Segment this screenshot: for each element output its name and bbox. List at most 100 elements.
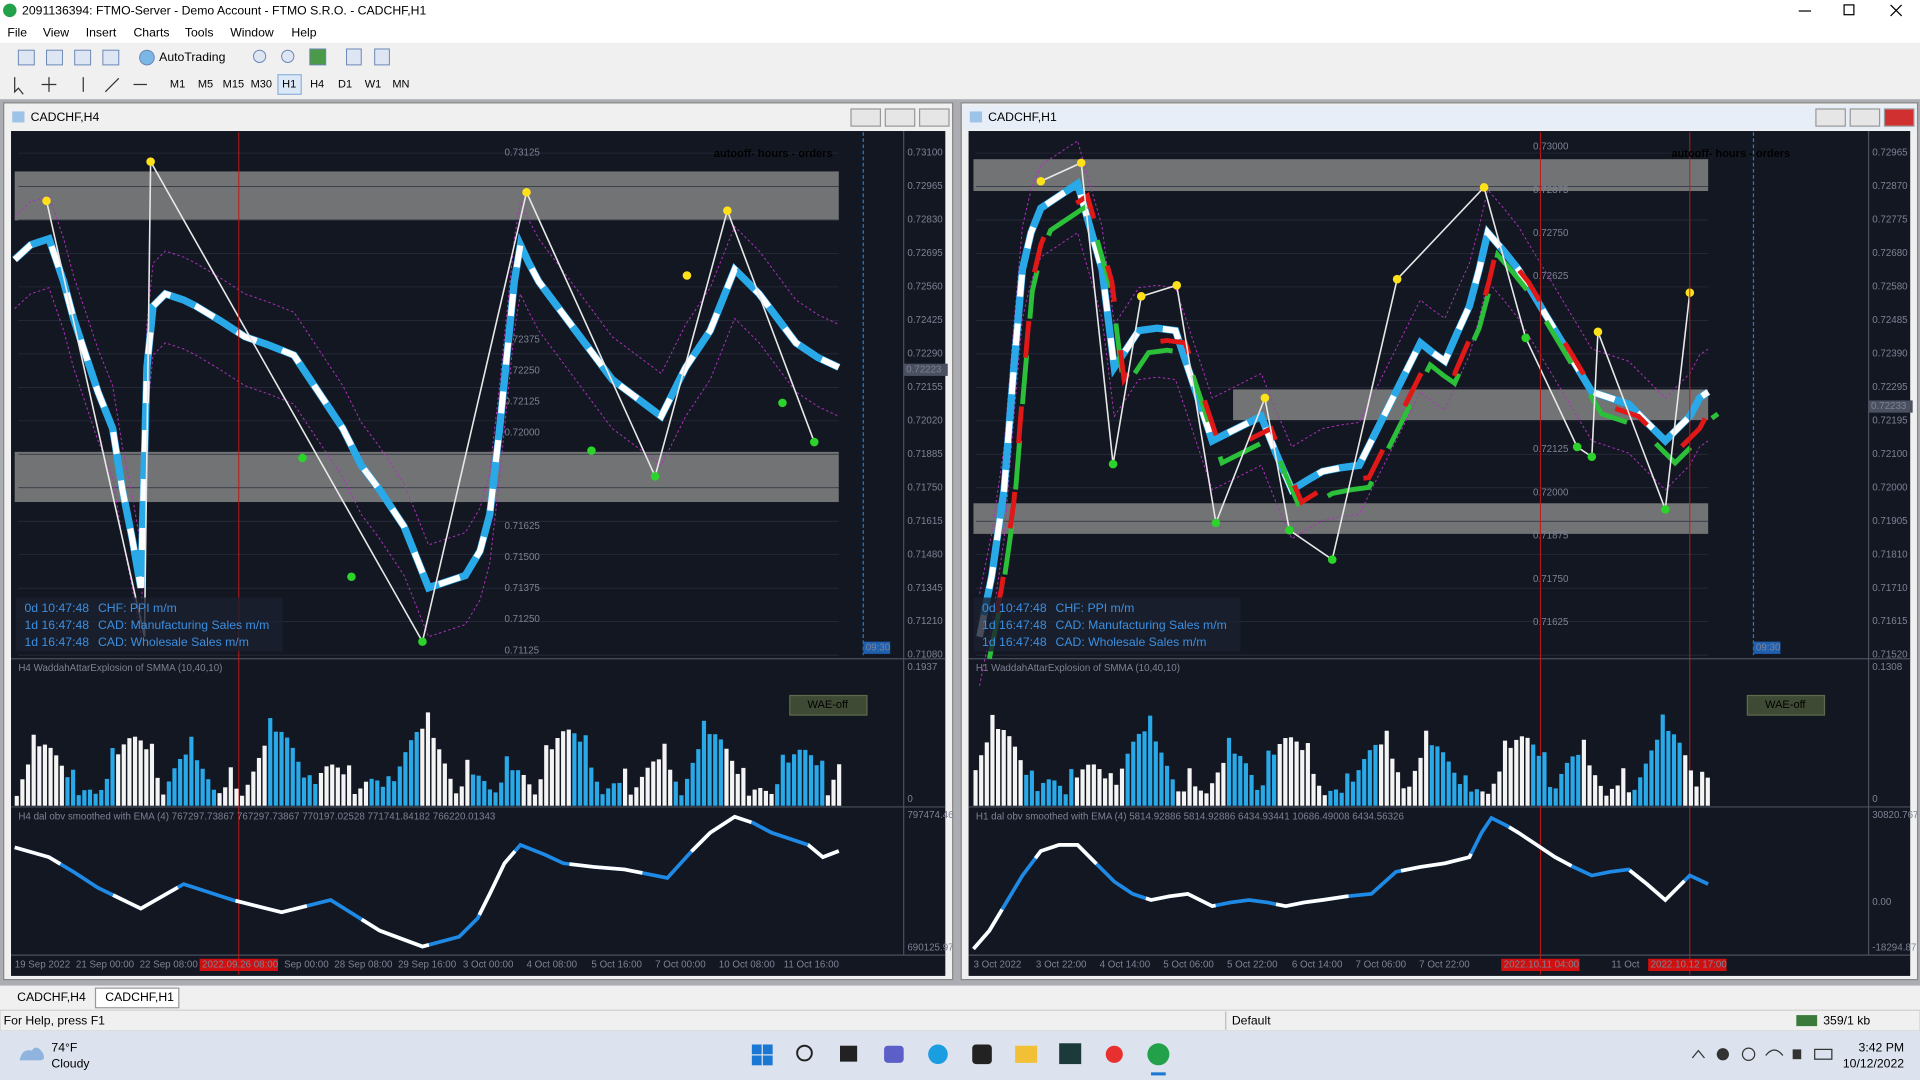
level-label: 0.71625 <box>1533 617 1569 628</box>
wae-bar-decor <box>408 740 414 806</box>
chart-tab[interactable]: CADCHF,H1 <box>105 990 174 1004</box>
wae-button-text[interactable]: WAE-off <box>1765 699 1806 711</box>
chart-title: CADCHF,H1 <box>988 110 1057 124</box>
period-button[interactable]: M5 <box>198 78 213 90</box>
mt4[interactable] <box>1147 1043 1170 1066</box>
edge[interactable] <box>928 1044 948 1065</box>
wae-bar-decor <box>1564 762 1570 806</box>
period-button[interactable]: M1 <box>170 78 185 90</box>
close-button[interactable] <box>918 108 950 127</box>
price-label: 0.72680 <box>1872 248 1908 259</box>
tool-icon[interactable] <box>46 49 63 66</box>
menu-item[interactable]: Window <box>230 25 274 39</box>
wae-bar-decor <box>1457 784 1463 806</box>
menu-item[interactable]: Help <box>291 25 316 39</box>
menu-item[interactable]: Tools <box>185 25 214 39</box>
period-button[interactable]: M15 <box>223 78 244 90</box>
menu-item[interactable]: Insert <box>86 25 117 39</box>
period-button[interactable]: MN <box>392 78 409 90</box>
period-button[interactable]: H1 <box>282 78 296 90</box>
zoom-in[interactable] <box>252 49 267 63</box>
close-button[interactable] <box>1883 108 1915 127</box>
obv-line <box>972 815 1709 951</box>
wae-button[interactable] <box>1746 694 1826 716</box>
tool-icon[interactable] <box>346 48 362 66</box>
window-controls[interactable] <box>1798 4 1903 17</box>
menu-item[interactable]: Charts <box>133 25 169 39</box>
wae-bar-decor <box>307 775 312 806</box>
crosshair-tool[interactable] <box>41 77 57 92</box>
taskbar-apps[interactable] <box>751 1043 1170 1076</box>
wae-bar-decor <box>482 780 487 806</box>
window-button[interactable] <box>1815 108 1846 127</box>
wae-bar-decor <box>1204 793 1209 806</box>
wae-button-text[interactable]: WAE-off <box>808 699 849 711</box>
menu-item[interactable]: View <box>43 25 69 39</box>
wae-bar-decor <box>228 767 233 806</box>
autotrading-button[interactable]: AutoTrading <box>159 50 225 64</box>
chart-tab[interactable]: CADCHF,H4 <box>17 990 86 1004</box>
tool-icon[interactable] <box>17 49 35 66</box>
tool-icon[interactable] <box>74 49 92 66</box>
wae-bar-decor <box>786 762 791 806</box>
window-button[interactable] <box>884 108 916 127</box>
wae-bar-decor <box>1598 785 1603 806</box>
period-button[interactable]: D1 <box>338 78 352 90</box>
tool-icon[interactable] <box>374 48 390 66</box>
wae-bar-decor <box>1018 760 1023 806</box>
tray-icons[interactable] <box>1691 1047 1833 1062</box>
indicator-max: 0.1308 <box>1872 662 1902 673</box>
search[interactable] <box>796 1044 813 1062</box>
chart-window[interactable]: CADCHF,H4 0.73100 0.72965 0.72830 0.72695 0.7… <box>3 102 954 981</box>
wae-bar-decor <box>1097 769 1102 806</box>
wae-bar-decor <box>1035 791 1040 806</box>
tile[interactable] <box>309 48 327 66</box>
toolbar-icons[interactable] <box>17 48 390 66</box>
wae-button[interactable] <box>789 694 868 716</box>
tool-icon[interactable] <box>102 49 120 66</box>
wae-bar-decor <box>662 743 667 806</box>
level-label: 0.71125 <box>504 645 539 656</box>
price-label: 0.72560 <box>907 282 943 293</box>
wae-bar-decor <box>352 793 357 806</box>
wae-bar-decor <box>397 766 402 806</box>
window-button[interactable] <box>1849 108 1881 127</box>
wae-bar-decor <box>741 767 746 806</box>
wae-bar-decor <box>561 731 566 806</box>
wae-bar-decor <box>1322 795 1327 806</box>
wae-bar-decor <box>279 731 284 806</box>
period-button[interactable]: W1 <box>365 78 382 90</box>
teams[interactable] <box>884 1045 904 1063</box>
autotrading-icon[interactable] <box>139 49 155 66</box>
menu-item[interactable]: File <box>7 25 27 39</box>
level-label: 0.72250 <box>504 365 540 376</box>
close[interactable] <box>1890 4 1903 17</box>
restore[interactable] <box>1843 4 1855 16</box>
window-title: 2091136394: FTMO-Server - Demo Account -… <box>22 3 426 17</box>
wae-bar-decor <box>403 752 408 806</box>
app[interactable] <box>1105 1045 1123 1063</box>
cursor-tool[interactable] <box>14 77 24 95</box>
zoom-out[interactable] <box>281 49 295 63</box>
terminal[interactable] <box>1059 1043 1082 1065</box>
wae-bar-decor <box>780 754 785 806</box>
wae-bar-decor <box>984 742 989 806</box>
notion[interactable] <box>972 1044 992 1065</box>
connection-icon <box>1796 1015 1818 1027</box>
wae-bar-decor <box>1086 764 1091 806</box>
window-button[interactable] <box>850 108 882 127</box>
trendline-tool[interactable] <box>104 77 120 93</box>
time-marker-box <box>1501 958 1580 972</box>
price-label: 0.72485 <box>1872 315 1908 326</box>
explorer[interactable] <box>1015 1045 1038 1063</box>
task-view[interactable] <box>840 1045 858 1062</box>
wae-bar-decor <box>577 741 583 806</box>
period-button[interactable]: M30 <box>251 78 272 90</box>
draw-tools[interactable] <box>14 77 147 95</box>
wae-bar-decor <box>1249 774 1254 806</box>
chart-window[interactable]: CADCHF,H1 0.72965 0.72870 0.72775 0.72680 0.7… <box>960 102 1918 981</box>
wae-bar-decor <box>1626 792 1632 806</box>
wae-bar-decor <box>1395 772 1401 806</box>
period-button[interactable]: H4 <box>310 78 324 90</box>
start-button[interactable] <box>751 1044 773 1066</box>
